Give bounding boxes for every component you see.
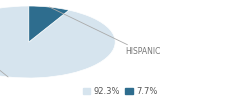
Legend: 92.3%, 7.7%: 92.3%, 7.7% — [83, 87, 157, 96]
Wedge shape — [29, 6, 69, 42]
Text: WHITE: WHITE — [0, 18, 8, 77]
Wedge shape — [0, 6, 115, 78]
Text: HISPANIC: HISPANIC — [49, 7, 160, 56]
